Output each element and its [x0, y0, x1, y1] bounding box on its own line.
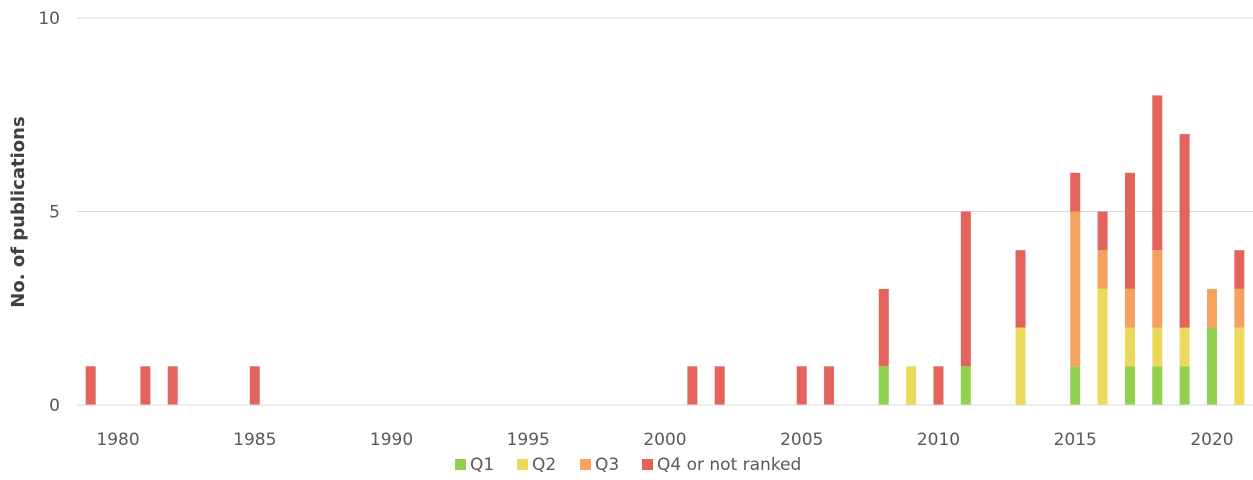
bar-2015-q4-or-not-ranked: [1070, 172, 1081, 212]
bar-2016-q3: [1097, 250, 1108, 289]
bar-1985-q4-or-not-ranked: [249, 366, 260, 405]
bar-2016-q4-or-not-ranked: [1097, 211, 1108, 251]
bar-2020-q1: [1206, 327, 1217, 405]
bars: [85, 95, 1245, 405]
bar-2017-q2: [1124, 327, 1135, 367]
y-axis-ticks: 0 5 10: [38, 9, 60, 416]
bar-2018-q3: [1152, 250, 1163, 328]
bar-2021-q3: [1234, 288, 1245, 328]
y-tick-label: 10: [38, 9, 60, 29]
x-tick-label: 1985: [233, 430, 276, 450]
x-tick-label: 1990: [370, 430, 413, 450]
bar-2008-q1: [878, 366, 889, 405]
legend-swatch-q3: [580, 459, 591, 470]
legend-label-q2: Q2: [532, 455, 556, 475]
bar-2019-q1: [1179, 366, 1190, 405]
bar-2017-q1: [1124, 366, 1135, 405]
legend-swatch-q2: [517, 459, 528, 470]
bar-2009-q2: [906, 366, 917, 405]
x-tick-label: 2010: [917, 430, 960, 450]
legend-label-q3: Q3: [595, 455, 619, 475]
x-tick-label: 2015: [1054, 430, 1097, 450]
bar-2011-q4-or-not-ranked: [960, 211, 971, 367]
bar-2013-q4-or-not-ranked: [1015, 250, 1026, 328]
legend-swatch-q4-or-not-ranked: [642, 459, 653, 470]
bar-2015-q3: [1070, 211, 1081, 367]
bar-2016-q2: [1097, 288, 1108, 405]
bar-2018-q4-or-not-ranked: [1152, 95, 1163, 251]
bar-2017-q4-or-not-ranked: [1124, 172, 1135, 289]
legend-swatch-q1: [455, 459, 466, 470]
bar-2018-q1: [1152, 366, 1163, 405]
bar-2021-q2: [1234, 327, 1245, 405]
legend-label-q1: Q1: [470, 455, 494, 475]
bar-2019-q4-or-not-ranked: [1179, 134, 1190, 328]
x-tick-label: 2005: [780, 430, 823, 450]
x-tick-label: 1980: [96, 430, 139, 450]
bar-2010-q4-or-not-ranked: [933, 366, 944, 405]
bar-1982-q4-or-not-ranked: [167, 366, 178, 405]
y-tick-label: 5: [49, 203, 60, 223]
bar-2013-q2: [1015, 327, 1026, 405]
bar-2006-q4-or-not-ranked: [824, 366, 835, 405]
bar-2002-q4-or-not-ranked: [714, 366, 725, 405]
bar-2001-q4-or-not-ranked: [687, 366, 698, 405]
y-axis-label: No. of publications: [8, 116, 29, 307]
bar-2011-q1: [960, 366, 971, 405]
bar-2019-q2: [1179, 327, 1190, 367]
bar-2021-q4-or-not-ranked: [1234, 250, 1245, 289]
legend: Q1 Q2 Q3 Q4 or not ranked: [455, 455, 801, 475]
bar-1979-q4-or-not-ranked: [85, 366, 96, 405]
x-tick-label: 2000: [643, 430, 686, 450]
bar-1981-q4-or-not-ranked: [140, 366, 151, 405]
bar-2020-q3: [1206, 288, 1217, 328]
bar-2017-q3: [1124, 288, 1135, 328]
bar-2018-q2: [1152, 327, 1163, 367]
x-tick-label: 1995: [507, 430, 550, 450]
bar-2015-q1: [1070, 366, 1081, 405]
gridlines: [77, 17, 1253, 212]
legend-label-q4-or-not-ranked: Q4 or not ranked: [657, 455, 801, 475]
y-tick-label: 0: [49, 396, 60, 416]
bar-2008-q4-or-not-ranked: [878, 288, 889, 367]
x-axis-ticks: 1980 1985 1990 1995 2000 2005 2010 2015 2020: [96, 430, 1233, 450]
x-tick-label: 2020: [1190, 430, 1233, 450]
bar-2005-q4-or-not-ranked: [796, 366, 807, 405]
